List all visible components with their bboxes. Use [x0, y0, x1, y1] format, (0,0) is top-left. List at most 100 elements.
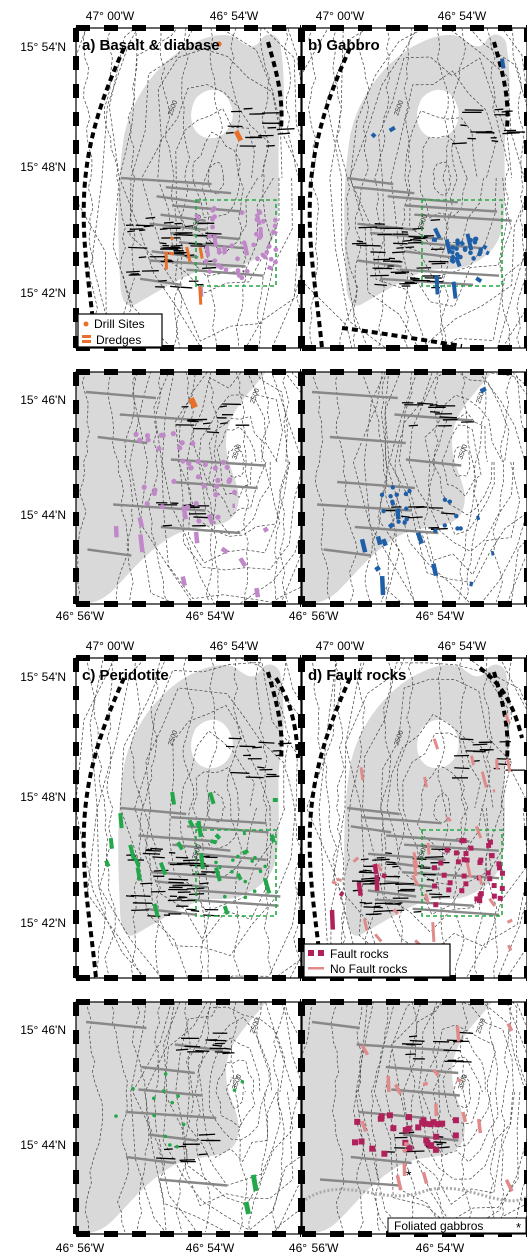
frame-tick	[302, 1231, 316, 1237]
frame-tick	[414, 601, 428, 607]
dredge-bar	[356, 882, 363, 897]
fault-line	[429, 404, 438, 407]
contour-line	[420, 1024, 499, 1163]
frame-tick	[73, 112, 79, 126]
sample-dot	[214, 860, 218, 865]
contour-label: 2500	[393, 730, 405, 747]
sample-square	[461, 857, 467, 863]
ridge-line	[412, 907, 500, 917]
contour-line	[277, 658, 301, 965]
legend-box	[303, 943, 451, 978]
dredge-bar	[424, 893, 430, 904]
frame-tick	[299, 308, 305, 322]
contour-line	[458, 372, 488, 603]
sample-square	[461, 873, 467, 879]
fault-line	[372, 858, 390, 861]
fault-line	[429, 893, 443, 896]
frame-tick	[524, 1114, 527, 1128]
frame-tick	[216, 655, 230, 661]
frame-tick	[73, 540, 79, 554]
sample-dot	[258, 869, 263, 874]
ridge-lineations	[85, 1020, 228, 1187]
sample-dot	[379, 492, 385, 498]
ridge-line	[87, 548, 132, 557]
frame-tick	[188, 655, 202, 661]
ridge-line	[391, 1088, 460, 1097]
sample-square	[477, 860, 483, 866]
ridge-line	[186, 268, 264, 277]
fault-line	[258, 741, 275, 744]
dredge-bar	[461, 1111, 468, 1123]
sample-dot	[272, 223, 278, 229]
contour-line	[177, 372, 291, 564]
fault-line	[363, 906, 383, 909]
frame-tick	[524, 1002, 527, 1016]
sample-dot	[210, 207, 216, 213]
sample-dot	[253, 231, 259, 237]
dredge-bar	[507, 944, 513, 952]
contour-line	[110, 1002, 129, 1233]
sample-dot	[195, 458, 201, 465]
fault-line	[418, 402, 434, 405]
frame-tick	[73, 28, 79, 42]
fault-line	[266, 144, 275, 147]
sample-square	[439, 1120, 446, 1127]
fault-line	[428, 526, 440, 529]
sample-square	[402, 1127, 409, 1134]
frame-tick	[299, 280, 305, 294]
fault-line	[494, 108, 504, 111]
frame-tick	[299, 568, 305, 582]
frame-tick	[470, 601, 484, 607]
drill-site-marker	[216, 41, 222, 47]
frame-tick	[386, 369, 400, 375]
frame-tick	[272, 1231, 286, 1237]
frame-tick	[358, 975, 372, 981]
dredge-bar	[387, 522, 395, 529]
frame-tick	[524, 84, 527, 98]
sample-dot	[273, 259, 278, 265]
contour-line	[107, 372, 129, 603]
contour-line	[132, 372, 177, 604]
frame-tick	[442, 999, 456, 1005]
frame-tick	[470, 975, 484, 981]
frame-tick	[188, 999, 202, 1005]
fault-line	[408, 424, 418, 427]
contour-line	[380, 372, 400, 603]
segment-boundary	[341, 326, 463, 348]
contour-line	[271, 1002, 287, 1233]
frame-tick	[272, 345, 286, 351]
fault-line	[184, 1045, 201, 1048]
contour-line	[378, 56, 513, 307]
contour-line	[279, 372, 290, 603]
dredge-bar	[431, 922, 436, 942]
frame-tick	[299, 252, 305, 266]
dredge-bars	[188, 396, 198, 409]
contour-line	[201, 28, 223, 348]
sample-square	[432, 883, 438, 889]
fault-line	[439, 1146, 450, 1149]
contour-line	[432, 1037, 492, 1148]
zoom-area-box	[195, 199, 277, 287]
dredge-bar	[381, 538, 388, 547]
dredge-bar	[475, 276, 483, 283]
sample-dot	[404, 517, 409, 522]
sample-dot	[193, 501, 199, 507]
sample-square	[430, 1119, 437, 1126]
frame-tick	[442, 975, 456, 981]
lon-label-top-d-1: 46° 54'W	[438, 639, 487, 653]
contour-label: 3500	[231, 1074, 243, 1091]
frame-tick	[76, 345, 90, 351]
dredge-bar	[270, 229, 278, 236]
frame-tick	[524, 252, 527, 266]
fault-line	[460, 738, 474, 741]
sample-dot	[450, 245, 455, 250]
sample-dot	[212, 465, 218, 471]
fault-line	[357, 880, 376, 883]
dredge-bar	[233, 129, 244, 142]
dredge-bar	[394, 1083, 402, 1095]
dredge-bar	[242, 243, 250, 256]
fault-line	[415, 506, 428, 509]
fault-line	[145, 849, 162, 852]
panel-content: 2500 3500	[302, 372, 527, 604]
dredge-bars	[370, 125, 396, 139]
